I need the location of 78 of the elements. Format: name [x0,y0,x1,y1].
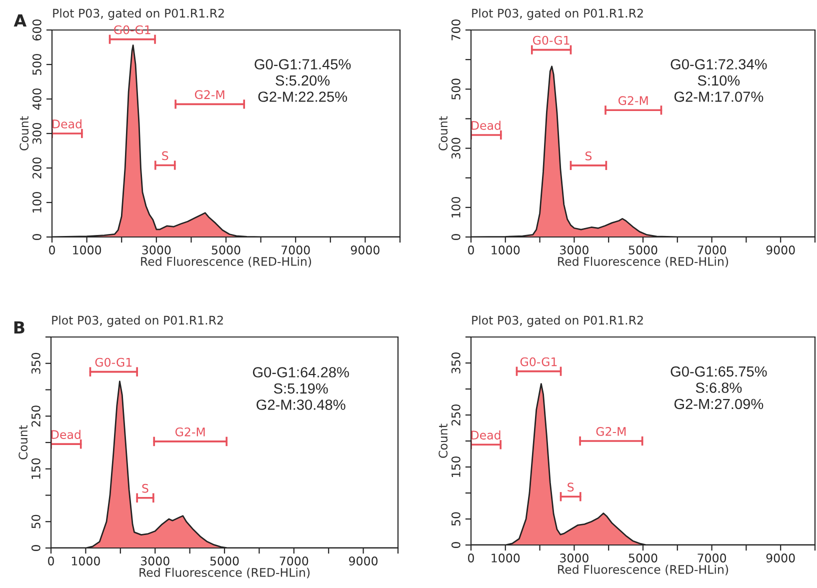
y-tick-label: 150 [451,456,460,477]
x-tick-label: 0 [468,554,474,562]
text: A [14,14,27,27]
y-axis-title: Count [438,116,448,150]
y-tick-label: 100 [32,192,42,212]
y-axis-title: Count [18,425,28,460]
y-tick-label: 250 [451,404,460,426]
x-tick-label: 0 [49,246,55,254]
y-tick-label: 0 [31,545,40,551]
annotation: G0-G1:71.45% S:5.20% G2-M:22.25% [254,59,351,102]
x-tick-label: 3000 [142,246,171,254]
y-tick-label: 350 [451,352,460,374]
series-label: G0-G1 [520,357,557,366]
x-axis-title: Red Fluorescence (RED-HLin) [140,568,310,578]
y-tick-label: 50 [451,512,460,526]
x-tick-label: 9000 [349,556,378,566]
x-tick-label: 0 [468,246,474,254]
x-axis-title: Red Fluorescence (RED-HLin) [141,256,312,268]
series-label: G2-M [175,427,205,436]
series-label: S [162,151,168,160]
chart-title: Plot P03, gated on P01.R1.R2 [52,316,223,327]
y-tick-label: 200 [32,158,42,178]
series-label: S [586,151,592,160]
series-label: Dead [472,120,500,130]
y-tick-label: 500 [451,78,460,100]
x-tick-label: 0 [48,556,54,566]
y-tick-label: 0 [32,234,42,240]
x-tick-label: 9000 [766,554,795,562]
series-label: G2-M [194,90,224,100]
series-label: Dead [52,119,82,128]
series-label: Dead [52,430,80,440]
y-tick-label: 600 [32,20,42,40]
y-tick-label: 0 [451,234,460,240]
y-tick-label: 0 [451,542,460,548]
x-tick-label: 7000 [698,246,726,254]
x-tick-label: 5000 [210,556,239,566]
x-tick-label: 9000 [350,246,380,254]
x-tick-label: 3000 [560,554,588,562]
x-tick-label: 5000 [212,246,240,254]
chart-title: Plot P03, gated on P01.R1.R2 [472,316,643,327]
annotation: G0-G1:64.28% S:5.19% G2-M:30.48% [252,367,349,410]
y-tick-label: 50 [31,514,40,528]
y-tick-label: 250 [31,406,40,427]
x-axis-title: Red Fluorescence (RED-HLin) [558,256,728,268]
y-tick-label: 700 [451,20,460,40]
y-tick-label: 500 [32,54,42,75]
x-tick-label: 1000 [492,246,520,254]
x-tick-label: 5000 [628,554,658,562]
series-label: G0-G1 [532,36,570,45]
y-tick-label: 350 [31,352,40,374]
annotation: G0-G1:65.75% S:6.8% G2-M:27.09% [670,366,767,410]
x-tick-label: 7000 [280,556,308,566]
series-label: G0-G1 [95,358,132,367]
series-label: S [142,484,148,493]
y-tick-label: 400 [32,88,42,110]
y-axis-title: Count [20,116,29,150]
y-axis-title: Count [438,424,448,458]
series-label: S [568,482,574,492]
x-tick-label: 5000 [628,246,658,254]
x-tick-label: 1000 [72,556,100,566]
chart-title: Plot P03, gated on P01.R1.R2 [53,8,224,20]
y-tick-label: 300 [451,138,460,159]
x-tick-label: 3000 [140,556,170,566]
text: B [14,321,24,334]
y-tick-label: 300 [32,123,42,144]
y-tick-label: 150 [31,458,40,479]
x-axis-title: Red Fluorescence (RED-HLin) [558,564,728,576]
x-tick-label: 7000 [282,246,310,254]
series-label: G2-M [596,427,626,436]
series-label: G2-M [618,96,648,106]
x-tick-label: 7000 [698,554,726,562]
x-tick-label: 9000 [766,246,795,254]
y-tick-label: 100 [451,196,460,218]
x-tick-label: 1000 [492,554,520,562]
chart-title: Plot P03, gated on P01.R1.R2 [472,8,643,20]
x-tick-label: 3000 [560,246,588,254]
x-tick-label: 1000 [73,246,102,254]
annotation: G0-G1:72.34% S:10% G2-M:17.07% [670,59,767,102]
